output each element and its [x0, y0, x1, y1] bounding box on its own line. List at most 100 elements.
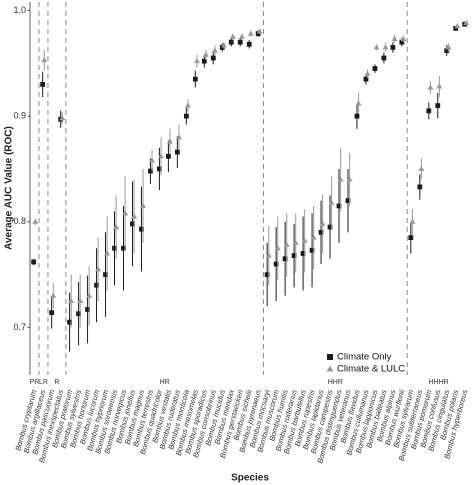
point [354, 113, 360, 119]
point [202, 51, 209, 57]
point [31, 259, 37, 265]
point [219, 45, 225, 50]
point [184, 102, 191, 108]
point [95, 266, 102, 272]
point [104, 250, 111, 256]
point [211, 47, 218, 53]
point [364, 70, 371, 76]
point [165, 153, 171, 159]
point [228, 39, 234, 45]
y-axis-title: Average AUC Value (ROC) [4, 126, 15, 250]
point [32, 218, 39, 224]
point [49, 310, 55, 316]
y-tick-label: 0.7 [13, 322, 26, 332]
point [238, 33, 245, 39]
point [166, 138, 173, 144]
legend-marker [326, 365, 334, 372]
point [112, 245, 117, 251]
point [408, 235, 414, 241]
y-tick-label: 0.8 [13, 216, 26, 226]
point [391, 35, 398, 41]
point [426, 108, 432, 114]
point [175, 134, 182, 140]
point [255, 31, 261, 37]
point [237, 39, 243, 45]
legend-label: Climate Only [337, 352, 392, 363]
point [140, 202, 147, 208]
point [157, 166, 162, 172]
point [463, 19, 470, 26]
point [373, 44, 380, 50]
point [291, 253, 297, 258]
point [210, 55, 216, 61]
point [399, 39, 405, 45]
point [418, 165, 425, 171]
point [301, 237, 308, 243]
point [310, 234, 317, 240]
point [139, 226, 144, 232]
point [400, 35, 407, 41]
point [273, 261, 279, 267]
point [319, 220, 326, 226]
x-axis-title: Species [231, 473, 269, 484]
point [68, 297, 75, 304]
point [309, 247, 315, 253]
point [50, 292, 57, 298]
point [265, 252, 272, 258]
point [192, 76, 198, 82]
point [247, 30, 254, 36]
group-label: LR [39, 379, 48, 386]
point [149, 157, 156, 163]
point [59, 115, 66, 121]
point [346, 176, 353, 182]
point [381, 55, 387, 61]
point [337, 176, 344, 182]
point [246, 41, 252, 47]
point [86, 292, 93, 298]
point [264, 272, 270, 278]
point [94, 282, 99, 288]
point [201, 58, 207, 64]
point [427, 84, 434, 90]
group-label: HR [160, 379, 170, 386]
point [435, 103, 441, 108]
point [113, 223, 120, 230]
point [67, 319, 73, 325]
point [454, 23, 461, 29]
legend-label: Climate & LULC [337, 364, 405, 375]
legend-marker [327, 354, 333, 360]
point [220, 42, 227, 48]
point [292, 239, 299, 245]
point [336, 203, 342, 209]
point [300, 251, 306, 256]
point [453, 26, 459, 31]
point [103, 272, 108, 278]
point [131, 213, 138, 219]
group-label: PR [30, 379, 40, 386]
point [318, 229, 324, 235]
point [445, 44, 452, 50]
point [436, 83, 443, 89]
group-label: HHR [328, 379, 343, 386]
group-label: HHHR [428, 379, 448, 386]
point [345, 198, 351, 204]
point [282, 256, 288, 262]
point [174, 149, 180, 155]
point [121, 245, 126, 251]
point [76, 311, 81, 317]
point [409, 218, 416, 224]
point [148, 168, 153, 174]
point [193, 57, 200, 64]
point [229, 33, 236, 39]
point [327, 224, 333, 230]
point [85, 307, 90, 312]
point [41, 56, 48, 63]
point [417, 184, 423, 190]
point [274, 245, 281, 251]
y-tick-label: 0.9 [13, 110, 26, 120]
point [444, 48, 450, 54]
point [130, 221, 135, 227]
point [40, 82, 46, 87]
point [363, 76, 369, 82]
